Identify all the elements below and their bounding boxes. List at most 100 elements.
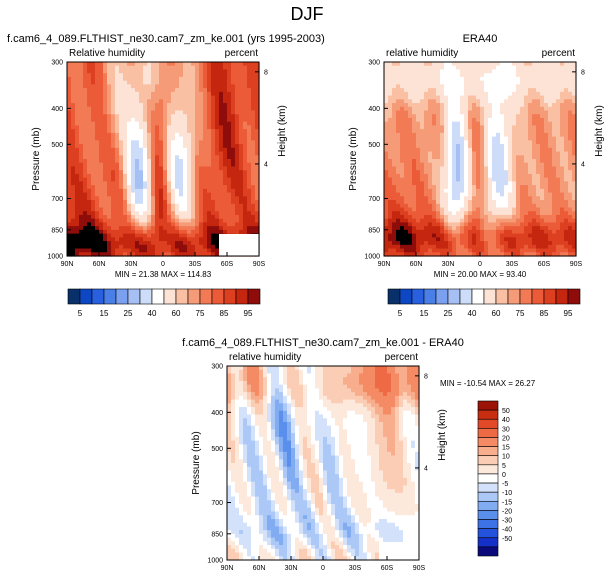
field-cell	[115, 125, 120, 130]
field-cell	[235, 159, 240, 164]
field-cell	[496, 170, 501, 175]
field-cell	[524, 88, 529, 93]
field-cell	[528, 121, 533, 127]
field-cell	[103, 62, 108, 67]
field-cell	[532, 69, 537, 74]
field-cell	[396, 84, 401, 89]
field-cell	[384, 173, 389, 179]
field-cell	[524, 248, 529, 253]
field-cell	[239, 114, 244, 119]
field-cell	[75, 166, 80, 171]
field-cell	[83, 162, 88, 168]
field-cell	[536, 65, 541, 71]
field-cell	[552, 214, 557, 220]
field-cell	[472, 62, 477, 67]
field-cell	[520, 222, 525, 227]
field-cell	[123, 196, 128, 201]
field-cell	[131, 222, 136, 227]
field-cell	[544, 114, 549, 119]
field-cell	[448, 95, 453, 100]
field-cell	[227, 88, 232, 93]
field-cell	[115, 117, 120, 123]
field-cell	[504, 196, 509, 201]
field-cell	[528, 84, 533, 89]
field-cell	[123, 166, 128, 171]
field-cell	[171, 147, 176, 153]
field-cell	[404, 95, 409, 100]
field-cell	[564, 237, 569, 242]
field-cell	[179, 229, 184, 235]
field-cell	[472, 114, 477, 119]
field-cell	[159, 241, 164, 246]
field-cell	[195, 132, 200, 138]
field-cell	[155, 233, 160, 238]
field-cell	[179, 69, 184, 74]
field-cell	[211, 185, 216, 190]
field-cell	[500, 241, 505, 246]
field-cell	[436, 65, 441, 71]
field-cell	[384, 214, 389, 220]
field-cell	[219, 218, 224, 224]
field-cell	[187, 229, 192, 235]
field-cell	[516, 84, 521, 89]
field-cell	[388, 136, 393, 141]
field-cell	[163, 170, 168, 175]
field-cell	[247, 73, 252, 78]
field-cell	[111, 125, 116, 130]
field-cell	[464, 114, 469, 119]
field-cell	[488, 80, 493, 85]
field-cell	[512, 200, 517, 205]
field-cell	[388, 200, 393, 205]
field-cell	[540, 125, 545, 130]
field-cell	[143, 181, 148, 186]
field-cell	[243, 185, 248, 190]
field-cell	[111, 114, 116, 119]
field-cell	[408, 222, 413, 227]
field-cell	[476, 132, 481, 138]
field-cell	[207, 73, 212, 78]
field-cell	[251, 166, 256, 171]
field-cell	[452, 252, 457, 257]
field-cell	[139, 69, 144, 74]
field-cell	[75, 110, 80, 115]
field-cell	[548, 173, 553, 179]
field-cell	[464, 218, 469, 224]
field-cell	[167, 144, 172, 149]
field-cell	[520, 88, 525, 93]
field-cell	[79, 76, 84, 82]
field-cell	[139, 177, 144, 182]
field-cell	[564, 166, 569, 171]
field-cell	[528, 248, 533, 253]
field-cell	[516, 237, 521, 242]
field-cell	[520, 252, 525, 257]
field-cell	[460, 237, 465, 242]
field-cell	[480, 214, 485, 220]
field-cell	[540, 80, 545, 85]
field-cell	[500, 84, 505, 89]
field-cell	[524, 211, 529, 216]
field-cell	[227, 207, 232, 212]
field-cell	[444, 69, 449, 74]
field-cell	[119, 136, 124, 141]
field-cell	[247, 218, 252, 224]
field-cell	[548, 117, 553, 123]
field-cell	[191, 121, 196, 127]
field-cell	[127, 125, 132, 130]
field-cell	[211, 237, 216, 242]
field-cell	[179, 166, 184, 171]
field-cell	[444, 62, 449, 67]
field-cell	[195, 188, 200, 194]
field-cell	[103, 222, 108, 227]
field-cell	[187, 196, 192, 201]
field-cell	[167, 73, 172, 78]
field-cell	[83, 166, 88, 171]
field-cell	[404, 203, 409, 209]
field-cell	[143, 155, 148, 160]
field-cell	[199, 99, 204, 104]
field-cell	[520, 207, 525, 212]
field-cell	[143, 166, 148, 171]
field-cell	[211, 196, 216, 201]
field-cell	[508, 222, 513, 227]
field-cell	[500, 196, 505, 201]
field-cell	[512, 106, 517, 112]
